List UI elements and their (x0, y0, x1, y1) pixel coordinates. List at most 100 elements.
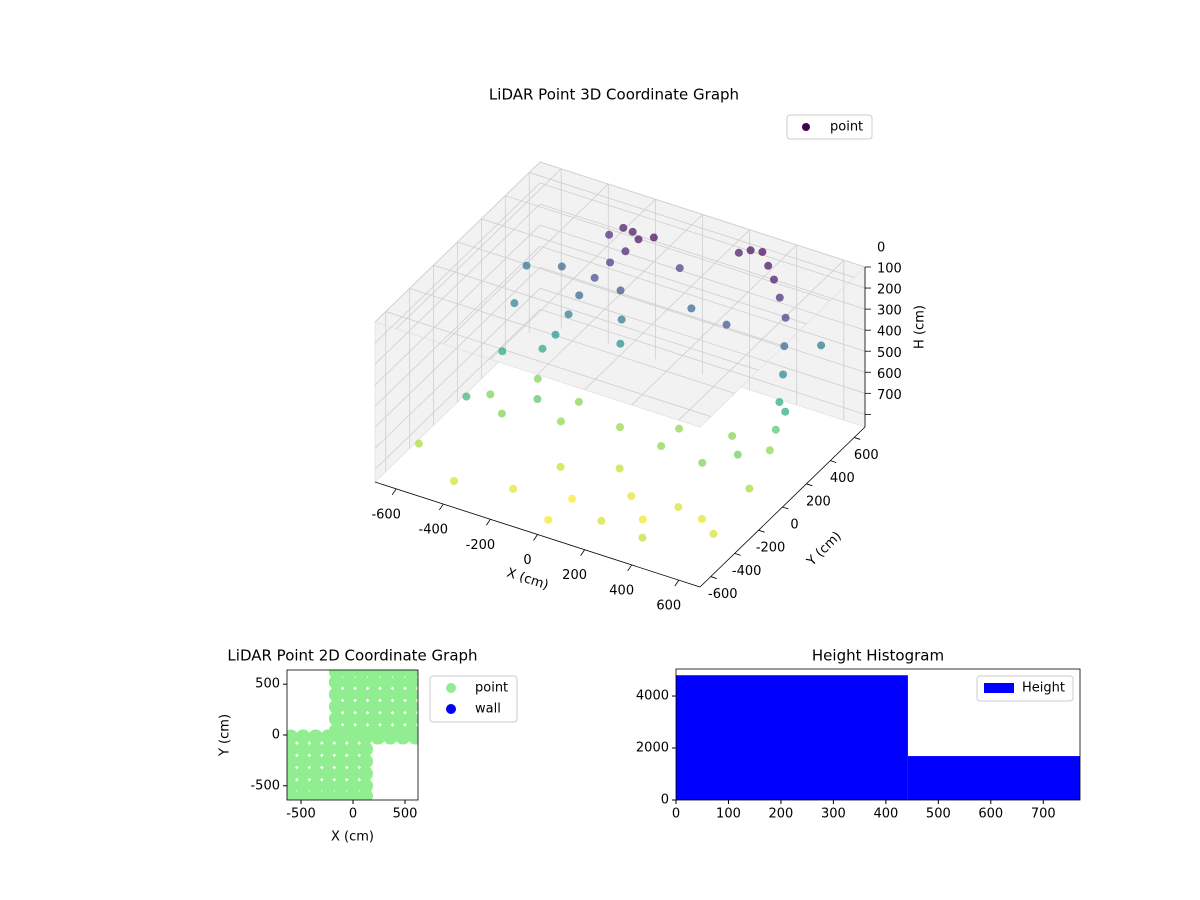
legend-marker (802, 123, 810, 131)
grid-line (374, 288, 541, 449)
point (353, 711, 369, 727)
grid-line (374, 203, 541, 365)
legend: point (786, 114, 873, 140)
point (616, 286, 625, 295)
point (687, 304, 696, 313)
grid-line (529, 172, 855, 278)
y-tick-label: 0 (661, 793, 669, 808)
tick-mark (806, 483, 813, 487)
point (575, 291, 584, 300)
point (391, 686, 407, 702)
point (728, 431, 737, 440)
y-axis-label: Y (cm) (804, 529, 845, 570)
legend: Height (976, 675, 1074, 702)
point (357, 788, 373, 800)
x-tick-label: 600 (978, 807, 1003, 822)
x-tick-label: -400 (419, 523, 449, 538)
point (638, 515, 647, 524)
point (674, 503, 683, 512)
point (675, 424, 684, 433)
point (328, 670, 344, 680)
chart-title: Height Histogram (812, 647, 944, 665)
point (403, 670, 418, 680)
point (295, 729, 311, 745)
tick-mark (734, 552, 741, 556)
x-tick-label: 400 (609, 583, 634, 598)
point (378, 670, 394, 680)
grid-line (539, 308, 866, 415)
grid-line (433, 264, 759, 371)
point (308, 729, 324, 745)
point (391, 711, 407, 727)
y-tick-label: 4000 (636, 689, 669, 704)
point (320, 788, 336, 800)
point (722, 320, 731, 329)
point (657, 442, 666, 451)
axis-line (699, 426, 866, 588)
tick-mark (854, 437, 861, 440)
point (287, 753, 299, 769)
point (308, 788, 324, 800)
point (333, 741, 349, 757)
point (605, 230, 614, 239)
x-tick-label: 0 (349, 807, 357, 822)
point (533, 395, 542, 404)
grid-line (481, 218, 807, 325)
grid-line (539, 161, 866, 268)
point (509, 484, 518, 493)
point (320, 741, 336, 757)
chart-title: LiDAR Point 3D Coordinate Graph (489, 86, 739, 104)
point (697, 514, 706, 523)
point (345, 729, 361, 745)
z-tick-label: 100 (877, 262, 902, 277)
x-tick-label: 200 (769, 807, 794, 822)
legend-box (976, 675, 1074, 702)
point (781, 313, 790, 322)
x-tick-label: 200 (562, 568, 587, 583)
point (395, 729, 411, 745)
tick-mark (438, 503, 444, 511)
point (403, 699, 418, 715)
point (634, 235, 643, 244)
legend-marker (984, 683, 1014, 693)
z-tick-label: 200 (877, 283, 902, 298)
y-tick-label: -500 (250, 778, 280, 793)
point (758, 247, 767, 256)
point (353, 670, 369, 680)
point (295, 788, 311, 800)
grid-line (374, 224, 541, 386)
point (320, 753, 336, 769)
tick-mark (674, 579, 680, 587)
point (333, 766, 349, 782)
x-tick-label: 700 (1031, 807, 1056, 822)
point (378, 699, 394, 715)
point (308, 753, 324, 769)
y-tick-label: 600 (854, 448, 879, 463)
point (320, 766, 336, 782)
x-tick-label: 600 (656, 599, 681, 614)
point (616, 423, 624, 432)
y-tick-label: 500 (255, 677, 280, 692)
point (780, 342, 789, 351)
point (817, 341, 826, 350)
x-tick-label: -600 (371, 507, 401, 522)
point (775, 398, 784, 407)
point (345, 741, 361, 757)
z-tick-label: 300 (877, 304, 902, 319)
point (675, 264, 684, 273)
grid-line (409, 287, 735, 394)
axis-line (374, 481, 701, 588)
point (333, 788, 349, 800)
point (564, 310, 573, 319)
y-tick-label: -600 (708, 587, 738, 602)
y-tick-label: -400 (732, 564, 762, 579)
point (556, 417, 565, 426)
y-tick-label: 200 (806, 494, 831, 509)
y-tick-label: -200 (756, 541, 786, 556)
x-tick-label: -500 (286, 807, 316, 822)
grid-line (539, 266, 866, 373)
plot-frame (675, 668, 1081, 801)
grid-line (374, 245, 541, 407)
grid-line (374, 309, 541, 470)
x-tick-label: 500 (926, 807, 951, 822)
